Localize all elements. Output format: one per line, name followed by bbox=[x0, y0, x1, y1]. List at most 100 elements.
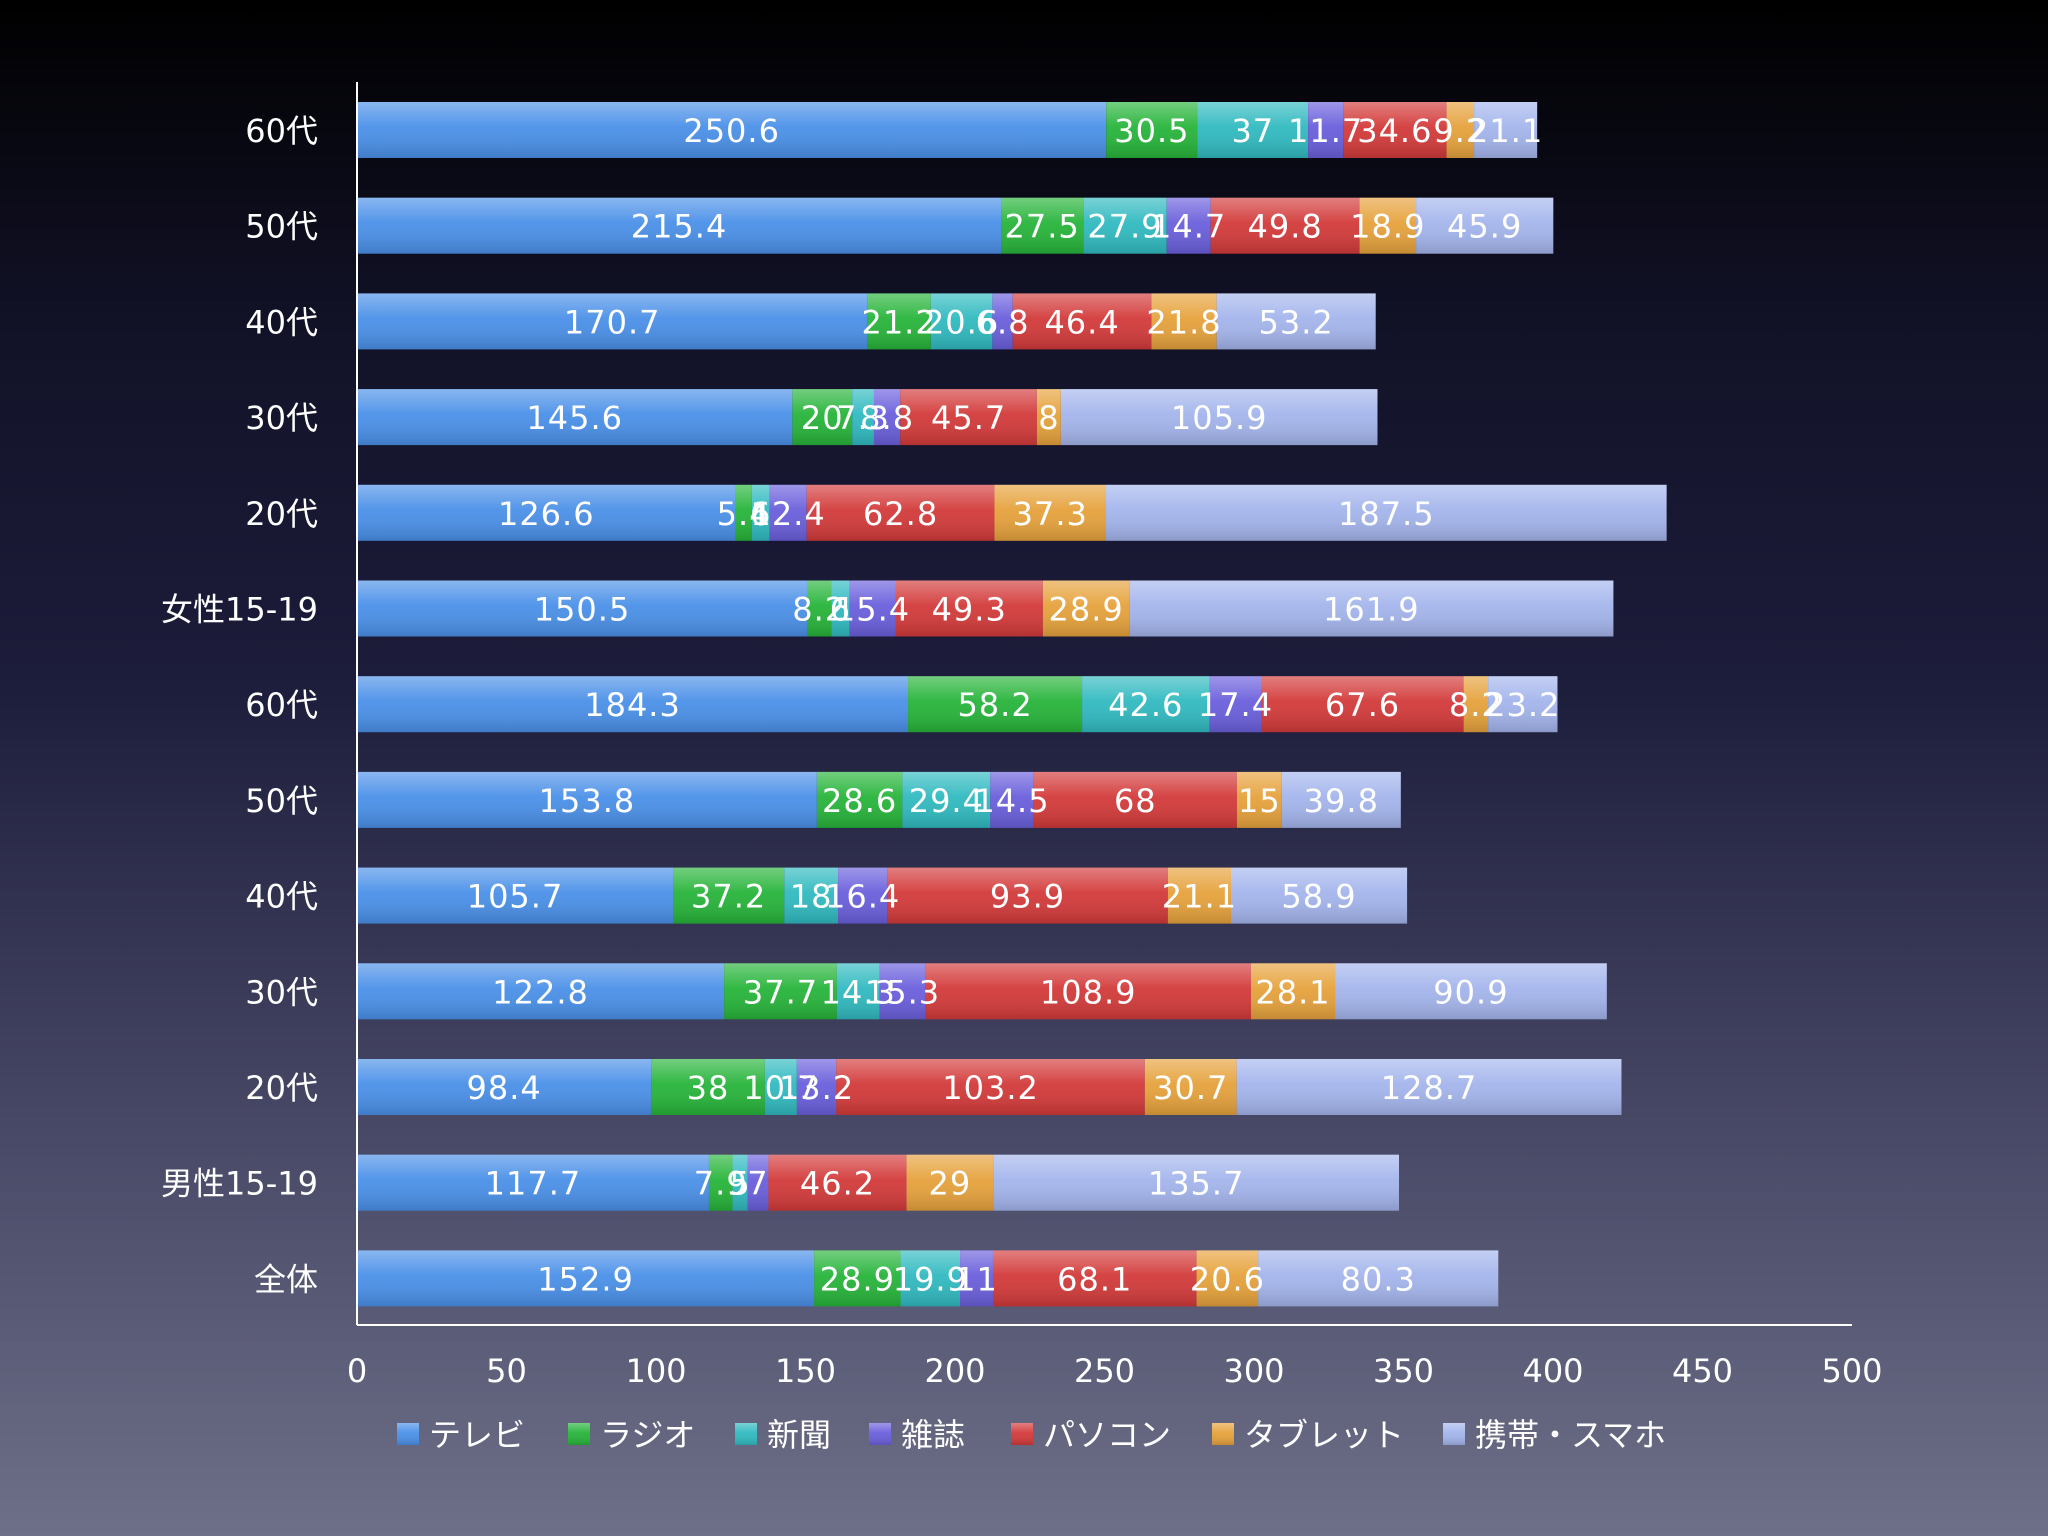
bar-segment-gloss bbox=[735, 484, 752, 541]
data-label: 49.8 bbox=[1247, 208, 1322, 246]
data-label: 30.5 bbox=[1114, 112, 1189, 150]
bar-segment-gloss bbox=[1166, 197, 1211, 254]
data-label: 58.9 bbox=[1281, 878, 1356, 916]
bar-segment-gloss bbox=[1106, 102, 1198, 158]
bar-segment-gloss bbox=[751, 484, 770, 541]
data-label: 15.3 bbox=[865, 973, 940, 1011]
data-label: 11.7 bbox=[1288, 112, 1363, 150]
category-label: 30代 bbox=[245, 399, 318, 437]
bar-segment-gloss bbox=[992, 293, 1013, 350]
bar-segment-gloss bbox=[1281, 771, 1401, 828]
bar-segment-gloss bbox=[993, 1154, 1400, 1211]
bar-segment-gloss bbox=[1012, 293, 1152, 350]
data-label: 13.2 bbox=[779, 1069, 854, 1107]
data-label: 42.6 bbox=[1108, 686, 1183, 724]
data-label: 49.3 bbox=[932, 591, 1007, 629]
data-label: 187.5 bbox=[1338, 495, 1435, 533]
axes-layer: 60代50代40代30代20代女性15-1960代50代40代30代20代男性1… bbox=[161, 82, 1883, 1390]
bar-segment-gloss bbox=[357, 676, 909, 733]
data-label: 20.6 bbox=[1190, 1260, 1265, 1298]
data-label: 184.3 bbox=[584, 686, 681, 724]
bar-segment-gloss bbox=[769, 484, 807, 541]
legend-swatch-gloss bbox=[735, 1423, 757, 1445]
data-label: 98.4 bbox=[466, 1069, 541, 1107]
x-tick-label: 50 bbox=[486, 1352, 527, 1390]
data-label: 20 bbox=[801, 399, 844, 437]
data-label: 14.7 bbox=[1151, 208, 1226, 246]
category-label: 30代 bbox=[245, 973, 318, 1011]
bar-segment-gloss bbox=[836, 963, 880, 1020]
data-label: 7.3 bbox=[836, 399, 890, 437]
category-label: 60代 bbox=[245, 686, 318, 724]
data-label: 29 bbox=[929, 1165, 972, 1203]
data-label: 14.5 bbox=[974, 782, 1049, 820]
bar-segment-gloss bbox=[708, 1154, 733, 1211]
x-tick-label: 400 bbox=[1522, 1352, 1583, 1390]
bar-segment-gloss bbox=[1082, 676, 1210, 733]
data-label: 68 bbox=[1114, 782, 1157, 820]
bar-segment-gloss bbox=[806, 484, 995, 541]
bar-segment-gloss bbox=[357, 484, 736, 541]
category-label: 女性15-19 bbox=[161, 591, 318, 629]
data-label: 135.7 bbox=[1148, 1165, 1245, 1203]
bars-layer bbox=[357, 102, 1667, 1307]
bar-segment-gloss bbox=[357, 867, 674, 924]
data-label: 21.2 bbox=[861, 303, 936, 341]
data-label: 93.9 bbox=[990, 878, 1065, 916]
bar-segment-gloss bbox=[895, 580, 1043, 637]
data-label: 108.9 bbox=[1040, 973, 1137, 1011]
x-tick-label: 0 bbox=[347, 1352, 367, 1390]
data-label: 20.6 bbox=[924, 303, 999, 341]
bar-segment-gloss bbox=[357, 102, 1107, 158]
x-tick-label: 350 bbox=[1373, 1352, 1434, 1390]
bar-segment-gloss bbox=[806, 580, 832, 637]
data-label: 152.9 bbox=[537, 1260, 634, 1298]
bar-segment-gloss bbox=[1151, 293, 1217, 350]
category-label: 60代 bbox=[245, 112, 318, 150]
data-label: 21.1 bbox=[1162, 878, 1237, 916]
bar-segment-gloss bbox=[887, 867, 1168, 924]
data-label: 105.9 bbox=[1171, 399, 1268, 437]
bar-segment-gloss bbox=[357, 1250, 815, 1307]
data-label: 34.6 bbox=[1357, 112, 1432, 150]
legend-swatch-gloss bbox=[1011, 1423, 1033, 1445]
category-label: 全体 bbox=[254, 1260, 318, 1298]
data-label: 150.5 bbox=[534, 591, 631, 629]
data-label: 21.1 bbox=[1468, 112, 1543, 150]
legend-swatch-gloss bbox=[568, 1423, 590, 1445]
data-label: 8 bbox=[1038, 399, 1059, 437]
data-label: 27.9 bbox=[1087, 208, 1162, 246]
bar-segment-gloss bbox=[908, 676, 1083, 733]
data-label: 19.9 bbox=[893, 1260, 968, 1298]
data-label: 21.8 bbox=[1146, 303, 1221, 341]
bar-segment-gloss bbox=[784, 867, 839, 924]
data-label: 67.6 bbox=[1325, 686, 1400, 724]
bar-segment-gloss bbox=[836, 1059, 1145, 1115]
legend-swatch-gloss bbox=[1443, 1423, 1465, 1445]
data-label: 5.4 bbox=[717, 495, 771, 533]
data-label: 161.9 bbox=[1323, 591, 1420, 629]
bar-segment-gloss bbox=[1144, 1059, 1237, 1115]
category-label: 40代 bbox=[245, 878, 318, 916]
data-label: 126.6 bbox=[498, 495, 595, 533]
bar-segment-gloss bbox=[1258, 1250, 1499, 1307]
bar-segment-gloss bbox=[902, 771, 991, 828]
data-label: 28.9 bbox=[1048, 591, 1123, 629]
data-label: 28.1 bbox=[1255, 973, 1330, 1011]
data-label: 8.8 bbox=[860, 399, 914, 437]
data-label: 16.4 bbox=[825, 878, 900, 916]
data-label: 12.4 bbox=[751, 495, 826, 533]
data-label: 37 bbox=[1231, 112, 1274, 150]
data-label: 7.9 bbox=[694, 1165, 748, 1203]
bar-segment-gloss bbox=[724, 963, 837, 1020]
bar-segment-gloss bbox=[1129, 580, 1614, 637]
data-label: 45.7 bbox=[931, 399, 1006, 437]
data-label: 250.6 bbox=[683, 112, 780, 150]
bar-segment-gloss bbox=[1416, 197, 1554, 254]
bar-segment-gloss bbox=[849, 580, 896, 637]
bar-segment-gloss bbox=[1335, 963, 1607, 1020]
data-label: 17.4 bbox=[1198, 686, 1273, 724]
data-label: 170.7 bbox=[564, 303, 661, 341]
bar-segment-gloss bbox=[873, 389, 901, 446]
